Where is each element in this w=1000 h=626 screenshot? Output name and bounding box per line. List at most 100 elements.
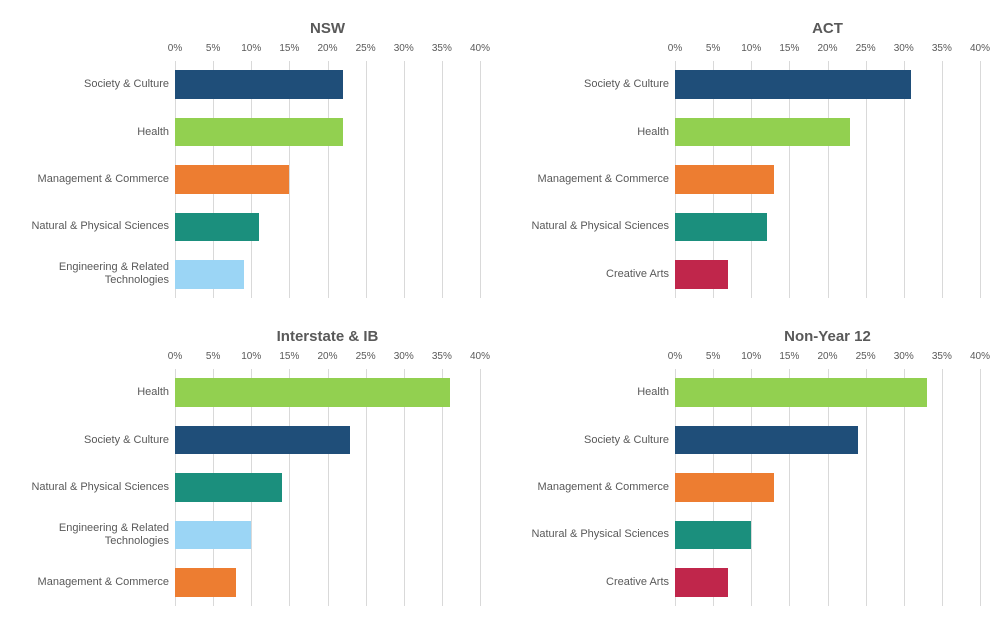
x-axis: 0%5%10%15%20%25%30%35%40% bbox=[675, 351, 980, 369]
category-label: Management & Commerce bbox=[20, 156, 175, 203]
x-tick-label: 40% bbox=[970, 351, 990, 362]
x-tick-label: 40% bbox=[470, 351, 490, 362]
x-tick-label: 10% bbox=[241, 43, 261, 54]
category-label: Society & Culture bbox=[520, 416, 675, 463]
panel-3: Non-Year 12 HealthSociety & CultureManage… bbox=[520, 328, 980, 606]
bars-region bbox=[175, 369, 480, 606]
x-tick-label: 10% bbox=[241, 351, 261, 362]
bar-row bbox=[175, 369, 480, 416]
x-tick-label: 30% bbox=[394, 351, 414, 362]
category-label: Management & Commerce bbox=[520, 156, 675, 203]
bar-row bbox=[675, 369, 980, 416]
category-label: Natural & Physical Sciences bbox=[20, 203, 175, 250]
category-label: Management & Commerce bbox=[20, 559, 175, 606]
y-labels: HealthSociety & CultureManagement & Comm… bbox=[520, 351, 675, 606]
category-label: Creative Arts bbox=[520, 251, 675, 298]
bar bbox=[675, 473, 774, 501]
category-label: Health bbox=[520, 108, 675, 155]
panel-title: Non-Year 12 bbox=[520, 328, 980, 345]
x-tick-label: 5% bbox=[206, 351, 220, 362]
bar bbox=[175, 118, 343, 146]
category-label: Engineering & Related Technologies bbox=[20, 511, 175, 558]
gridline bbox=[480, 369, 481, 606]
category-label: Creative Arts bbox=[520, 559, 675, 606]
category-label: Natural & Physical Sciences bbox=[520, 203, 675, 250]
x-tick-label: 10% bbox=[741, 351, 761, 362]
bar bbox=[175, 70, 343, 98]
x-tick-label: 15% bbox=[779, 43, 799, 54]
x-tick-label: 25% bbox=[356, 351, 376, 362]
x-tick-label: 25% bbox=[856, 351, 876, 362]
x-axis: 0%5%10%15%20%25%30%35%40% bbox=[175, 351, 480, 369]
bar-row bbox=[675, 416, 980, 463]
x-tick-label: 35% bbox=[932, 43, 952, 54]
x-tick-label: 15% bbox=[779, 351, 799, 362]
category-label: Natural & Physical Sciences bbox=[520, 511, 675, 558]
category-label: Natural & Physical Sciences bbox=[20, 464, 175, 511]
category-label: Society & Culture bbox=[20, 61, 175, 108]
plot: 0%5%10%15%20%25%30%35%40% bbox=[175, 43, 480, 298]
bar-row bbox=[175, 203, 480, 250]
bar bbox=[675, 70, 911, 98]
panel-2: Interstate & IBHealthSociety & CultureNa… bbox=[20, 328, 480, 606]
bar-row bbox=[175, 559, 480, 606]
x-tick-label: 30% bbox=[894, 351, 914, 362]
bar-row bbox=[175, 156, 480, 203]
chart-area: Society & CultureHealthManagement & Comm… bbox=[20, 43, 480, 298]
bar bbox=[175, 165, 289, 193]
category-label: Management & Commerce bbox=[520, 464, 675, 511]
x-tick-label: 25% bbox=[356, 43, 376, 54]
x-tick-label: 10% bbox=[741, 43, 761, 54]
bar bbox=[675, 521, 751, 549]
bar-row bbox=[675, 251, 980, 298]
bar bbox=[175, 521, 251, 549]
gridline bbox=[980, 369, 981, 606]
x-tick-label: 0% bbox=[168, 43, 182, 54]
x-tick-label: 0% bbox=[668, 351, 682, 362]
x-tick-label: 15% bbox=[279, 351, 299, 362]
plot: 0%5%10%15%20%25%30%35%40% bbox=[675, 351, 980, 606]
bar-row bbox=[175, 464, 480, 511]
bar bbox=[175, 378, 450, 406]
x-tick-label: 35% bbox=[432, 43, 452, 54]
bar bbox=[675, 118, 850, 146]
plot: 0%5%10%15%20%25%30%35%40% bbox=[175, 351, 480, 606]
bar-row bbox=[175, 251, 480, 298]
x-tick-label: 20% bbox=[817, 43, 837, 54]
chart-area: HealthSociety & CultureManagement & Comm… bbox=[520, 351, 980, 606]
y-labels: Society & CultureHealthManagement & Comm… bbox=[20, 43, 175, 298]
bar bbox=[675, 260, 728, 288]
bar-row bbox=[675, 203, 980, 250]
x-tick-label: 20% bbox=[817, 351, 837, 362]
bar-row bbox=[675, 511, 980, 558]
category-label: Society & Culture bbox=[520, 61, 675, 108]
x-tick-label: 5% bbox=[706, 43, 720, 54]
bar bbox=[675, 213, 767, 241]
x-tick-label: 20% bbox=[317, 43, 337, 54]
bar-row bbox=[675, 156, 980, 203]
bar bbox=[175, 568, 236, 596]
category-label: Society & Culture bbox=[20, 416, 175, 463]
bar bbox=[175, 213, 259, 241]
plot: 0%5%10%15%20%25%30%35%40% bbox=[675, 43, 980, 298]
bar-row bbox=[175, 61, 480, 108]
bar-row bbox=[675, 559, 980, 606]
x-tick-label: 35% bbox=[932, 351, 952, 362]
bar-row bbox=[675, 61, 980, 108]
panel-title: ACT bbox=[520, 20, 980, 37]
bar-row bbox=[675, 464, 980, 511]
x-tick-label: 30% bbox=[894, 43, 914, 54]
y-labels: HealthSociety & CultureNatural & Physica… bbox=[20, 351, 175, 606]
x-tick-label: 40% bbox=[970, 43, 990, 54]
panel-0: NSWSociety & CultureHealthManagement & C… bbox=[20, 20, 480, 298]
x-axis: 0%5%10%15%20%25%30%35%40% bbox=[175, 43, 480, 61]
y-labels: Society & CultureHealthManagement & Comm… bbox=[520, 43, 675, 298]
bars-region bbox=[675, 369, 980, 606]
panel-1: ACT Society & CultureHealthManagement & C… bbox=[520, 20, 980, 298]
x-tick-label: 25% bbox=[856, 43, 876, 54]
category-label: Health bbox=[20, 108, 175, 155]
category-label: Health bbox=[20, 369, 175, 416]
bar bbox=[175, 473, 282, 501]
category-label: Health bbox=[520, 369, 675, 416]
bar bbox=[175, 260, 244, 288]
